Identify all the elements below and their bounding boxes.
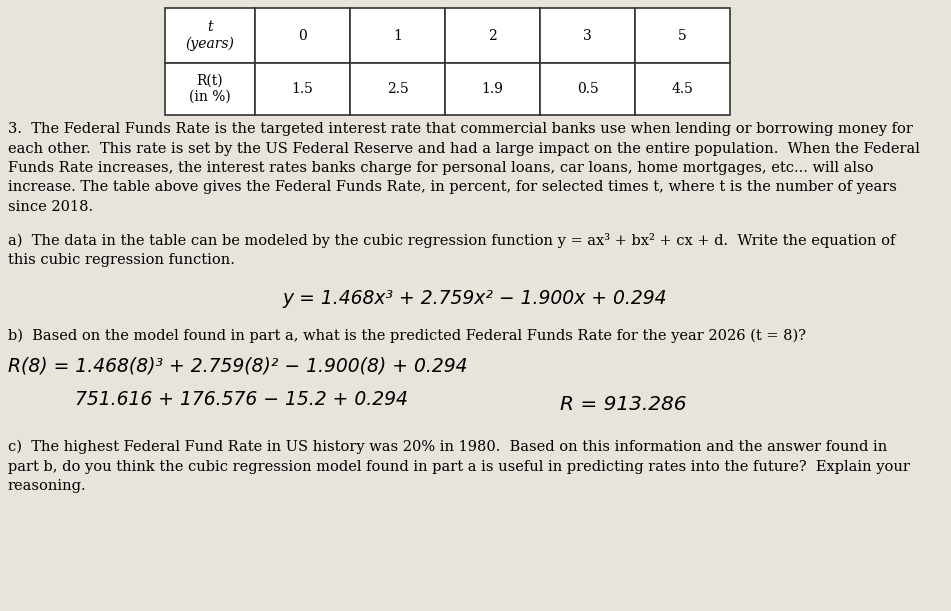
Bar (255, 8, 350, 63)
Text: R(8) = 1.468(8)³ + 2.759(8)² − 1.900(8) + 0.294: R(8) = 1.468(8)³ + 2.759(8)² − 1.900(8) … (8, 356, 468, 375)
Text: 1.5: 1.5 (292, 82, 314, 96)
Text: 751.616 + 176.576 − 15.2 + 0.294: 751.616 + 176.576 − 15.2 + 0.294 (75, 390, 408, 409)
Bar (540, 8, 635, 63)
Text: each other.  This rate is set by the US Federal Reserve and had a large impact o: each other. This rate is set by the US F… (8, 142, 920, 156)
Text: t
(years): t (years) (185, 20, 235, 51)
Text: 5: 5 (678, 29, 687, 43)
Text: increase. The table above gives the Federal Funds Rate, in percent, for selected: increase. The table above gives the Fede… (8, 180, 897, 194)
Text: since 2018.: since 2018. (8, 200, 93, 214)
Text: y = 1.468x³ + 2.759x² − 1.900x + 0.294: y = 1.468x³ + 2.759x² − 1.900x + 0.294 (282, 288, 668, 307)
Bar (635, 63, 730, 115)
Bar (540, 63, 635, 115)
Bar (445, 8, 540, 63)
Text: Funds Rate increases, the interest rates banks charge for personal loans, car lo: Funds Rate increases, the interest rates… (8, 161, 874, 175)
Text: 1.9: 1.9 (481, 82, 503, 96)
Text: 3: 3 (583, 29, 592, 43)
Text: part b, do you think the cubic regression model found in part a is useful in pre: part b, do you think the cubic regressio… (8, 459, 910, 474)
Text: 3.  The Federal Funds Rate is the targeted interest rate that commercial banks u: 3. The Federal Funds Rate is the targete… (8, 122, 913, 136)
Text: 2.5: 2.5 (387, 82, 408, 96)
Bar (445, 63, 540, 115)
Bar (255, 63, 350, 115)
Text: a)  The data in the table can be modeled by the cubic regression function y = ax: a) The data in the table can be modeled … (8, 233, 896, 249)
Text: 1: 1 (393, 29, 402, 43)
Text: 0: 0 (298, 29, 307, 43)
Text: 4.5: 4.5 (671, 82, 693, 96)
Text: reasoning.: reasoning. (8, 479, 87, 493)
Bar (635, 8, 730, 63)
Text: c)  The highest Federal Fund Rate in US history was 20% in 1980.  Based on this : c) The highest Federal Fund Rate in US h… (8, 440, 887, 455)
Text: R(t)
(in %): R(t) (in %) (189, 74, 231, 104)
Text: this cubic regression function.: this cubic regression function. (8, 253, 235, 267)
Text: 0.5: 0.5 (576, 82, 598, 96)
Bar (165, 63, 255, 115)
Bar (165, 8, 255, 63)
Text: b)  Based on the model found in part a, what is the predicted Federal Funds Rate: b) Based on the model found in part a, w… (8, 329, 806, 343)
Bar (350, 63, 445, 115)
Text: 2: 2 (488, 29, 496, 43)
Bar (350, 8, 445, 63)
Text: R = 913.286: R = 913.286 (560, 395, 687, 414)
